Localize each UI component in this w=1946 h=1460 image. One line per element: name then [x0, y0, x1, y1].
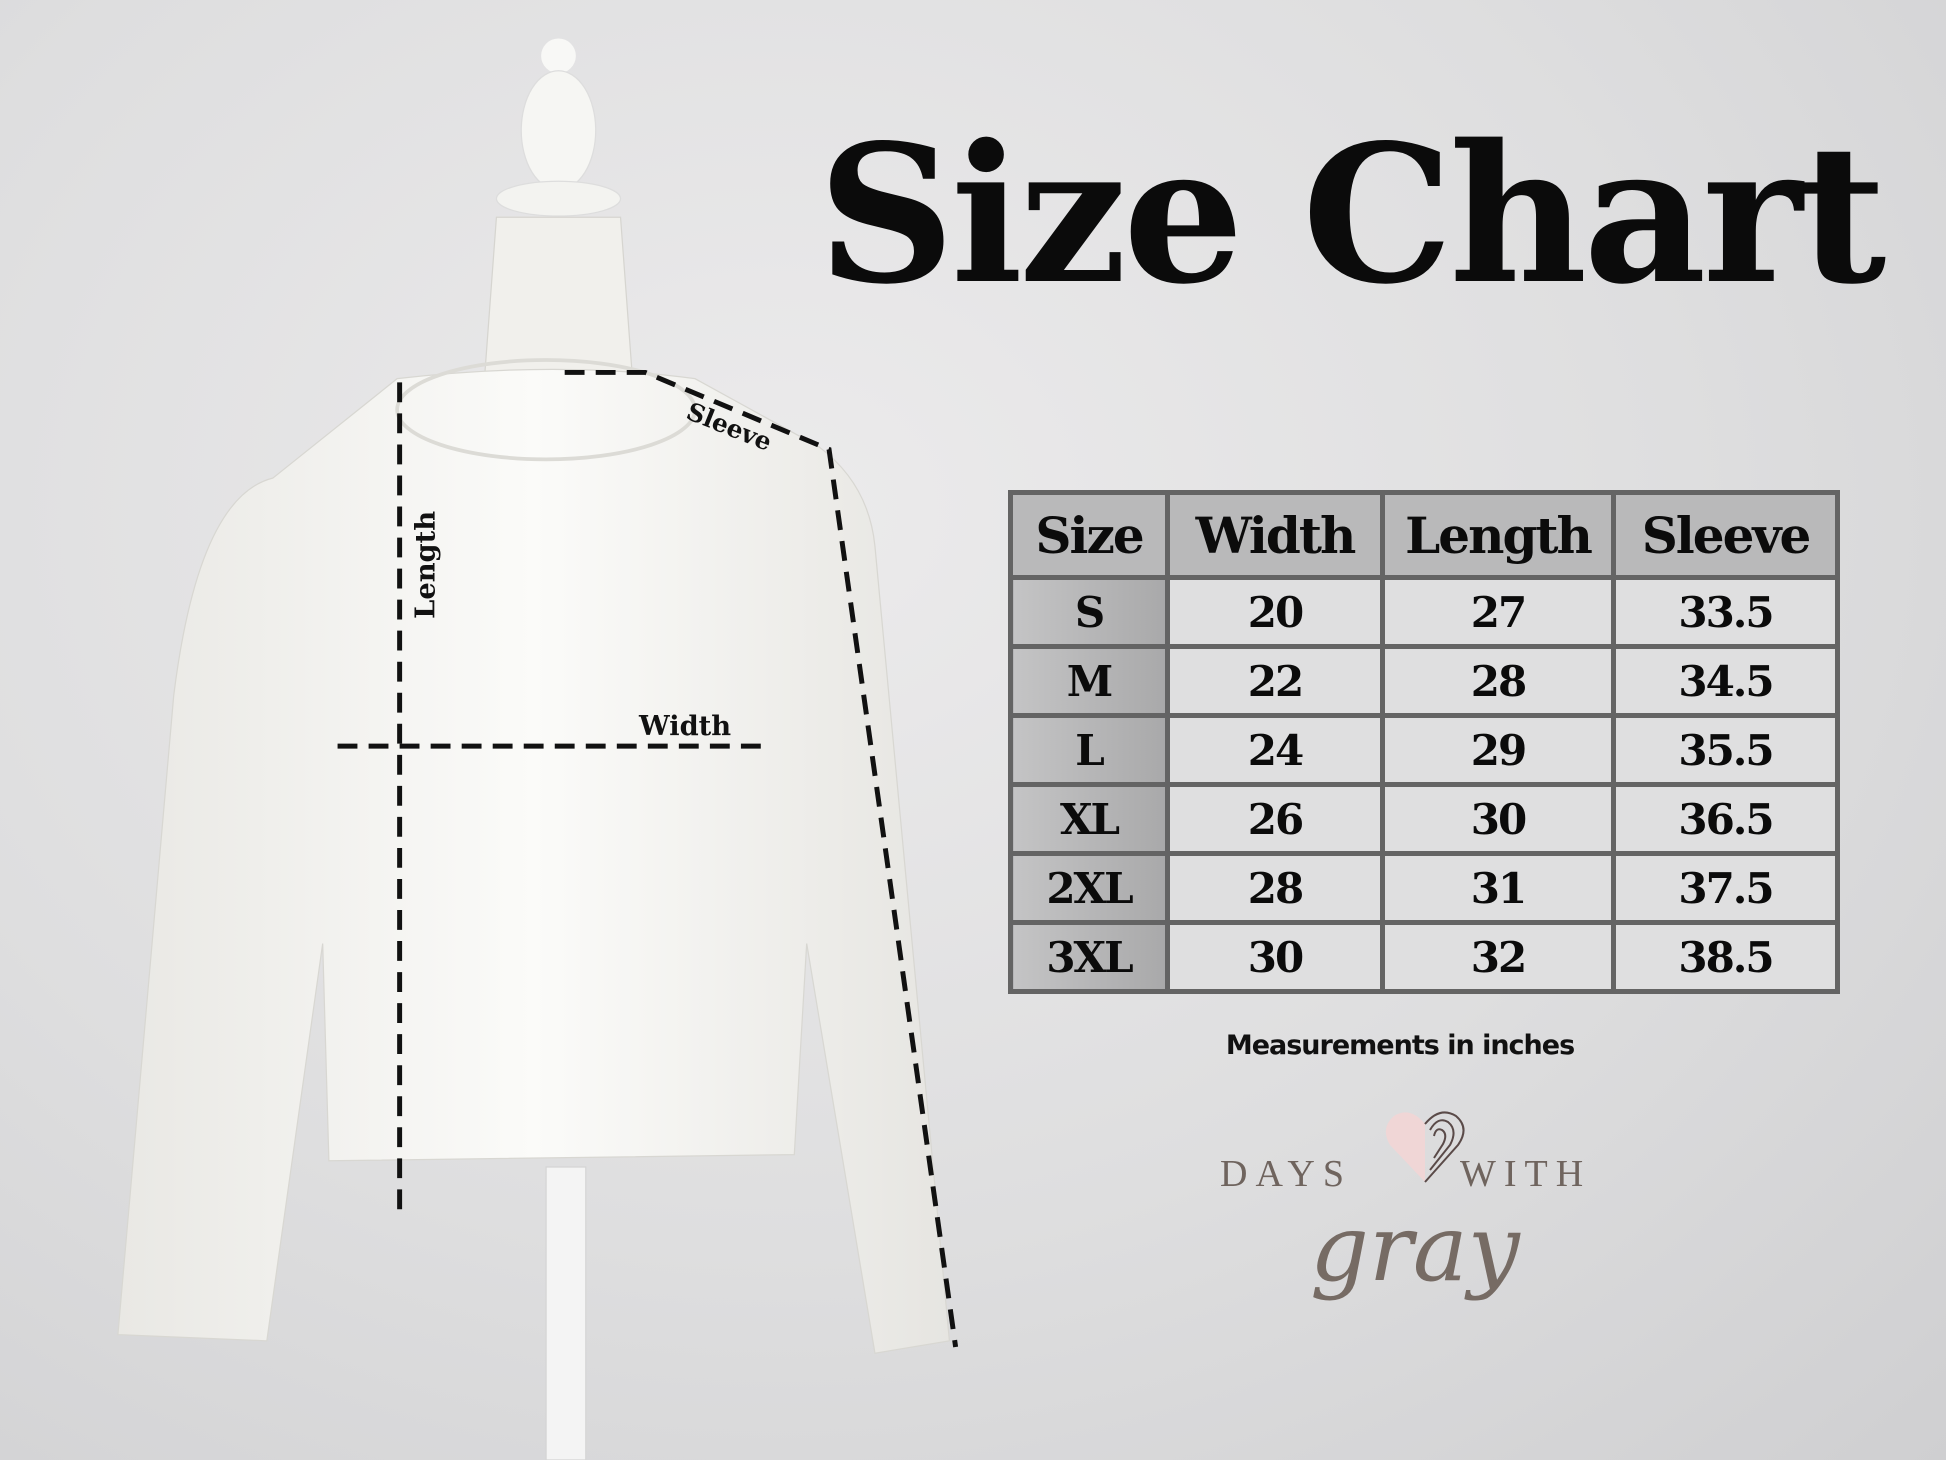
length-cell: 29 — [1380, 713, 1616, 787]
width-cell: 26 — [1165, 782, 1385, 856]
sleeve-cell: 35.5 — [1611, 713, 1840, 787]
logo-text-with: WITH — [1460, 1153, 1592, 1195]
table-row: 3XL 30 32 38.5 — [1008, 920, 1840, 994]
length-cell: 31 — [1380, 851, 1616, 925]
width-cell: 24 — [1165, 713, 1385, 787]
header-length: Length — [1380, 490, 1616, 580]
logo-text-days: DAYS — [1220, 1153, 1352, 1195]
page-title: Size Chart — [817, 103, 1887, 326]
sleeve-cell: 34.5 — [1611, 644, 1840, 718]
length-cell: 30 — [1380, 782, 1616, 856]
table-row: 2XL 28 31 37.5 — [1008, 851, 1840, 925]
width-cell: 22 — [1165, 644, 1385, 718]
table-row: L 24 29 35.5 — [1008, 713, 1840, 787]
width-cell: 20 — [1165, 575, 1385, 649]
size-cell: 2XL — [1008, 851, 1170, 925]
sleeve-dashed-line — [564, 369, 959, 1348]
stand-pole — [545, 1166, 587, 1460]
sleeve-cell: 38.5 — [1611, 920, 1840, 994]
size-cell: L — [1008, 713, 1170, 787]
size-cell: XL — [1008, 782, 1170, 856]
table-row: S 20 27 33.5 — [1008, 575, 1840, 649]
width-cell: 28 — [1165, 851, 1385, 925]
sleeve-cell: 37.5 — [1611, 851, 1840, 925]
length-cell: 28 — [1380, 644, 1616, 718]
width-cell: 30 — [1165, 920, 1385, 994]
header-size: Size — [1008, 490, 1170, 580]
mannequin-finial-icon — [495, 38, 622, 217]
sleeve-cell: 33.5 — [1611, 575, 1840, 649]
fingerprint-heart-icon — [1385, 1111, 1465, 1183]
size-cell: M — [1008, 644, 1170, 718]
length-cell: 32 — [1380, 920, 1616, 994]
width-label: Width — [638, 710, 731, 742]
length-label: Length — [409, 511, 441, 619]
brand-logo: DAYS WITH gray — [1210, 1100, 1600, 1302]
table-row: M 22 28 34.5 — [1008, 644, 1840, 718]
size-cell: 3XL — [1008, 920, 1170, 994]
measurement-note: Measurements in inches — [1225, 1030, 1575, 1061]
header-sleeve: Sleeve — [1611, 490, 1840, 580]
sleeve-cell: 36.5 — [1611, 782, 1840, 856]
sweater — [117, 368, 951, 1354]
length-cell: 27 — [1380, 575, 1616, 649]
logo-text-gray: gray — [1310, 1195, 1520, 1302]
size-table: Size Width Length Sleeve S 20 27 33.5 M 22 28… — [1008, 490, 1840, 994]
size-cell: S — [1008, 575, 1170, 649]
table-row: XL 26 30 36.5 — [1008, 782, 1840, 856]
header-width: Width — [1165, 490, 1385, 580]
table-header-row: Size Width Length Sleeve — [1008, 490, 1840, 580]
